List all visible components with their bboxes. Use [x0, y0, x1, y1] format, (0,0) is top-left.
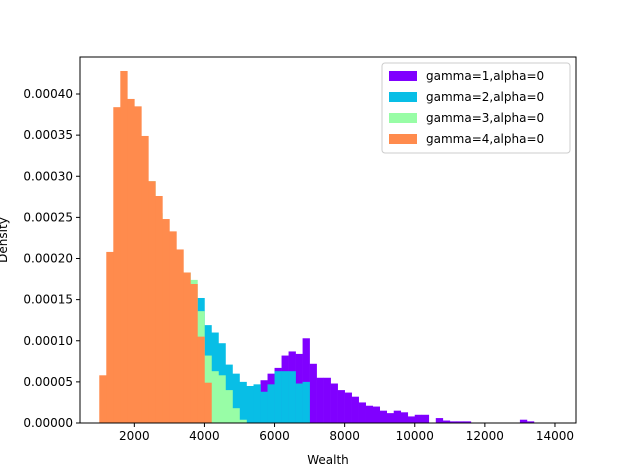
histogram-bar	[309, 363, 317, 423]
histogram-bar	[344, 392, 352, 423]
histogram-bar	[358, 402, 366, 423]
x-tick-label: 12000	[466, 429, 504, 443]
histogram-bar	[148, 181, 156, 423]
histogram-bar	[421, 414, 430, 423]
histogram-bar	[435, 418, 444, 423]
histogram-bar	[295, 383, 303, 423]
histogram-bar	[267, 384, 275, 423]
histogram-bar	[176, 249, 184, 423]
y-tick-label: 0.00040	[23, 87, 73, 101]
histogram-bars	[99, 70, 535, 424]
histogram-bar	[239, 419, 247, 423]
legend-swatch	[389, 113, 417, 123]
histogram-bar	[351, 396, 359, 423]
x-axis-ticks: 2000 4000 6000 8000 10000 12000 14000	[119, 423, 574, 443]
histogram-bar	[288, 371, 296, 423]
histogram-bar	[456, 421, 465, 423]
y-tick-label: 0.00035	[23, 128, 73, 142]
histogram-bar	[281, 371, 289, 423]
x-tick-label: 6000	[259, 429, 290, 443]
histogram-bar	[372, 406, 381, 423]
legend-label: gamma=3,alpha=0	[426, 111, 544, 125]
y-tick-label: 0.00030	[23, 169, 73, 183]
histogram-bar	[330, 383, 338, 423]
histogram-bar	[260, 391, 268, 423]
legend-swatch	[389, 71, 417, 81]
x-tick-label: 8000	[329, 429, 360, 443]
histogram-bar	[190, 284, 198, 423]
legend-label: gamma=2,alpha=0	[426, 90, 544, 104]
y-axis-label: Density	[0, 217, 10, 263]
y-tick-label: 0.00025	[23, 210, 73, 224]
histogram-bar	[204, 382, 212, 423]
histogram-bar	[414, 414, 423, 423]
axes-frame	[79, 56, 577, 424]
histogram-bar	[232, 408, 240, 423]
x-tick-label: 10000	[396, 429, 434, 443]
histogram-bar	[400, 412, 409, 423]
histogram-bar	[302, 338, 310, 423]
y-tick-label: 0.00010	[23, 334, 73, 348]
histogram-bar	[323, 377, 331, 423]
histogram-bar	[99, 375, 107, 423]
histogram-bar	[134, 106, 142, 423]
x-tick-label: 14000	[536, 429, 574, 443]
histogram-bar	[183, 272, 191, 423]
histogram-bar	[253, 384, 261, 423]
y-tick-label: 0.00005	[23, 375, 73, 389]
x-tick-label: 2000	[119, 429, 150, 443]
histogram-bar	[519, 419, 528, 423]
histogram-bar	[211, 371, 219, 423]
histogram-bar	[365, 405, 373, 423]
legend-swatch	[389, 92, 417, 102]
histogram-bar	[106, 251, 114, 423]
histogram-bar	[407, 416, 416, 423]
histogram-bar	[526, 421, 535, 423]
histogram-bar	[155, 195, 163, 423]
histogram-bar	[113, 107, 121, 424]
histogram-bar	[197, 336, 205, 423]
histogram-bar	[386, 413, 395, 423]
histogram-bar	[127, 98, 135, 423]
histogram-bar	[274, 371, 282, 423]
histogram-bar	[463, 421, 472, 423]
y-tick-label: 0.00015	[23, 293, 73, 307]
legend-box	[381, 62, 571, 154]
histogram-bar	[302, 381, 310, 423]
legend-label: gamma=4,alpha=0	[426, 132, 544, 146]
histogram-bar	[337, 390, 345, 423]
histogram-bar	[120, 70, 128, 423]
histogram-bar	[169, 231, 177, 423]
x-tick-label: 4000	[189, 429, 220, 443]
y-tick-label: 0.00000	[23, 416, 73, 430]
histogram-bar	[225, 390, 233, 423]
legend-label: gamma=1,alpha=0	[426, 69, 544, 83]
histogram-bar	[449, 421, 458, 423]
legend: gamma=1,alpha=0 gamma=2,alpha=0 gamma=3,al…	[381, 62, 571, 154]
histogram-bar	[379, 410, 388, 423]
histogram-bar	[393, 410, 402, 423]
y-tick-label: 0.00020	[23, 252, 73, 266]
y-axis-ticks: 0.00000 0.00005 0.00010 0.00015 0.00020 0.000…	[23, 87, 80, 430]
histogram-bar	[141, 135, 149, 423]
histogram-bar	[442, 420, 451, 423]
x-axis-label: Wealth	[307, 453, 349, 467]
histogram-bar	[232, 373, 240, 423]
histogram-bar	[316, 377, 324, 423]
plot-frame	[79, 56, 577, 424]
histogram-bar	[218, 375, 226, 423]
histogram-bar	[162, 219, 170, 423]
legend-swatch	[389, 134, 417, 144]
histogram-bar	[246, 385, 254, 423]
histogram-bar	[239, 381, 247, 423]
